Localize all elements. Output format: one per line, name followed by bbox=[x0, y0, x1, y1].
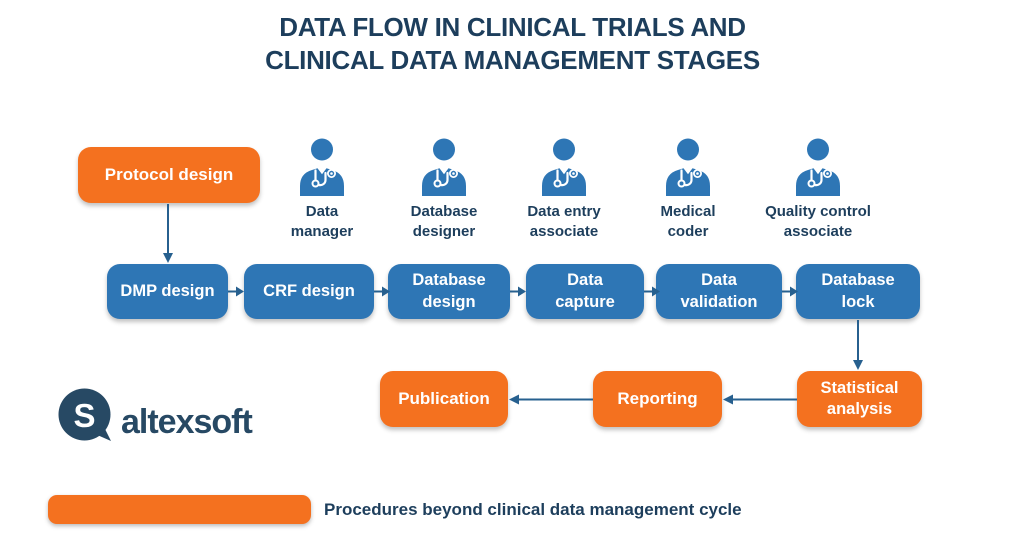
doctor-person-icon bbox=[422, 138, 466, 196]
legend-label: Procedures beyond clinical data manageme… bbox=[324, 499, 742, 519]
stage-box-dmp-design: DMP design bbox=[107, 264, 228, 319]
altexsoft-logo: S altexsoft bbox=[58, 388, 253, 443]
stage-box-database-lock: Database lock bbox=[796, 264, 920, 319]
stage-box-data-capture: Data capture bbox=[526, 264, 644, 319]
page-title: DATA FLOW IN CLINICAL TRIALS AND CLINICA… bbox=[0, 11, 1025, 76]
logo-text: altexsoft bbox=[121, 403, 253, 441]
role-data-entry-associate: Data entry associate bbox=[494, 138, 634, 241]
arrow-lock-to-statistical-analysis bbox=[853, 320, 863, 370]
speech-bubble-s-icon: S bbox=[58, 388, 111, 441]
reporting-box: Reporting bbox=[593, 371, 722, 427]
arrow-dmp-to-crf bbox=[228, 286, 244, 297]
doctor-person-icon bbox=[300, 138, 344, 196]
arrow-statistical-to-reporting bbox=[723, 394, 797, 405]
role-label: Data manager bbox=[290, 203, 354, 240]
doctor-person-icon bbox=[666, 138, 710, 196]
stage-box-database-design: Database design bbox=[388, 264, 510, 319]
publication-box: Publication bbox=[380, 371, 508, 427]
arrow-crf-to-database-design bbox=[374, 286, 390, 297]
arrow-reporting-to-publication bbox=[509, 394, 593, 405]
legend-swatch bbox=[48, 495, 311, 524]
protocol-design-box: Protocol design bbox=[78, 147, 260, 203]
role-database-designer: Database designer bbox=[374, 138, 514, 241]
role-quality-control-associate: Quality control associate bbox=[748, 138, 888, 241]
role-label: Data entry associate bbox=[527, 203, 601, 240]
stage-box-crf-design: CRF design bbox=[244, 264, 374, 319]
title-line-1: DATA FLOW IN CLINICAL TRIALS AND bbox=[279, 12, 746, 42]
svg-text:S: S bbox=[73, 397, 95, 434]
role-label: Medical coder bbox=[660, 203, 716, 240]
statistical-analysis-box: Statistical analysis bbox=[797, 371, 922, 427]
doctor-person-icon bbox=[542, 138, 586, 196]
title-line-2: CLINICAL DATA MANAGEMENT STAGES bbox=[265, 44, 760, 75]
role-medical-coder: Medical coder bbox=[618, 138, 758, 241]
role-data-manager: Data manager bbox=[252, 138, 392, 241]
role-label: Database designer bbox=[410, 203, 478, 240]
arrow-capture-to-validation bbox=[644, 286, 660, 297]
arrow-database-design-to-capture bbox=[510, 286, 526, 297]
doctor-person-icon bbox=[796, 138, 840, 196]
stage-box-data-validation: Data validation bbox=[656, 264, 782, 319]
role-label: Quality control associate bbox=[765, 203, 871, 240]
arrow-protocol-to-dmp bbox=[163, 204, 173, 263]
arrow-validation-to-lock bbox=[782, 286, 798, 297]
